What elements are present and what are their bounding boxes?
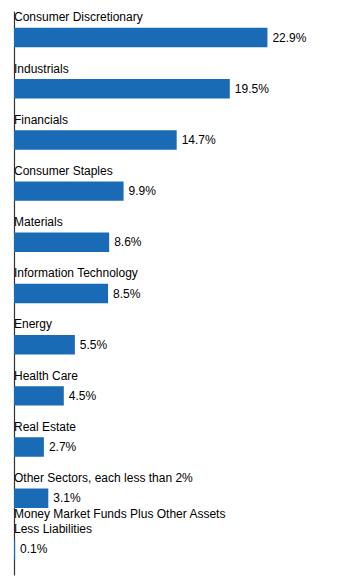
svg-text:5.5%: 5.5%	[80, 338, 108, 352]
svg-text:Less Liabilities: Less Liabilities	[14, 522, 92, 536]
svg-text:0.1%: 0.1%	[20, 542, 48, 556]
svg-text:Materials: Materials	[14, 215, 63, 229]
svg-text:Industrials: Industrials	[14, 62, 69, 76]
svg-text:4.5%: 4.5%	[69, 389, 97, 403]
svg-text:2.7%: 2.7%	[49, 440, 77, 454]
svg-text:22.9%: 22.9%	[272, 31, 306, 45]
svg-text:Financials: Financials	[14, 113, 68, 127]
svg-text:3.1%: 3.1%	[53, 491, 81, 505]
svg-text:Consumer Discretionary: Consumer Discretionary	[14, 10, 143, 24]
svg-text:Real Estate: Real Estate	[14, 420, 76, 434]
svg-text:19.5%: 19.5%	[235, 82, 269, 96]
svg-text:Consumer Staples: Consumer Staples	[14, 164, 113, 178]
svg-text:9.9%: 9.9%	[129, 184, 157, 198]
svg-text:Information Technology: Information Technology	[14, 266, 138, 280]
svg-text:8.6%: 8.6%	[114, 235, 142, 249]
svg-text:Health Care: Health Care	[14, 369, 78, 383]
svg-text:Other Sectors, each less than: Other Sectors, each less than 2%	[14, 471, 193, 485]
svg-text:8.5%: 8.5%	[113, 287, 141, 301]
svg-text:Money Market Funds Plus Other: Money Market Funds Plus Other Assets	[14, 507, 225, 521]
svg-text:14.7%: 14.7%	[182, 133, 216, 147]
svg-text:Energy: Energy	[14, 317, 52, 331]
